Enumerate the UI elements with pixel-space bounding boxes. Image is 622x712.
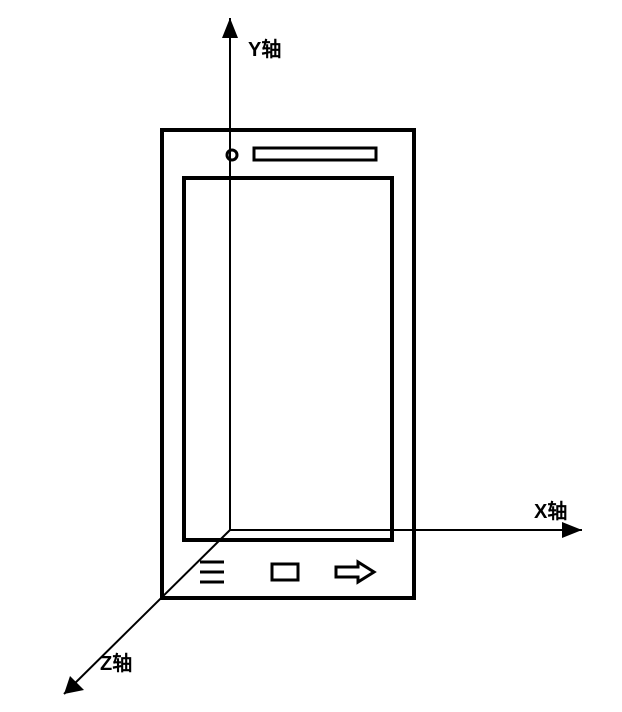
home-icon	[272, 564, 298, 580]
phone-outer-frame	[162, 130, 414, 598]
menu-icon	[200, 562, 224, 582]
y-axis-label: Y轴	[248, 37, 281, 61]
y-axis-arrowhead-icon	[222, 18, 238, 38]
z-axis-line	[64, 530, 230, 694]
phone-screen	[184, 178, 392, 540]
earpiece-speaker-icon	[254, 148, 376, 160]
camera-dot-icon	[227, 150, 237, 160]
diagram-canvas: Y轴 X轴 Z轴	[0, 0, 622, 712]
x-axis-arrowhead-icon	[562, 522, 582, 538]
z-axis-label: Z轴	[100, 651, 132, 675]
phone	[162, 130, 414, 598]
x-axis-label: X轴	[534, 499, 567, 523]
z-axis-arrowhead-icon	[64, 676, 84, 694]
back-arrow-icon	[336, 562, 374, 582]
axes: Y轴 X轴 Z轴	[64, 18, 582, 694]
